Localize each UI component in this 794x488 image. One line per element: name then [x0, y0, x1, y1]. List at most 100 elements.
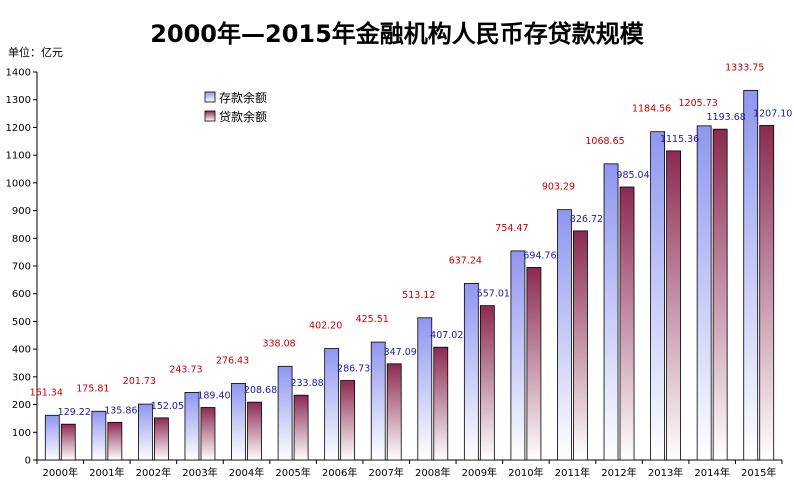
loan-bar — [479, 305, 495, 461]
loan-bar — [712, 128, 728, 461]
loan-bar — [386, 363, 402, 461]
loan-bar — [200, 407, 216, 461]
y-tick-label: 700 — [12, 262, 31, 273]
loan-data-label: 1207.10 — [753, 108, 792, 119]
deposit-data-label: 1205.73 — [679, 98, 718, 109]
deposit-data-label: 1184.56 — [632, 104, 671, 115]
loan-data-label: 694.76 — [523, 250, 556, 261]
loan-data-label: 347.09 — [384, 347, 417, 358]
deposit-data-label: 513.12 — [402, 290, 435, 301]
x-tick-label: 2009年 — [462, 466, 497, 479]
x-tick-label: 2011年 — [555, 466, 590, 479]
deposit-bar — [603, 163, 619, 461]
loan-bar — [340, 380, 356, 461]
deposit-bar — [91, 410, 107, 461]
x-tick-label: 2004年 — [229, 466, 264, 479]
loan-data-label: 233.88 — [290, 378, 323, 389]
deposit-data-label: 637.24 — [449, 255, 482, 266]
y-tick-label: 1000 — [6, 178, 31, 189]
loan-data-label: 557.01 — [477, 289, 510, 300]
deposit-bar — [277, 365, 293, 461]
deposit-data-label: 1068.65 — [585, 136, 624, 147]
loan-bar — [666, 150, 681, 461]
x-tick-label: 2001年 — [89, 466, 124, 479]
loan-data-label: 1193.68 — [707, 112, 746, 123]
x-tick-label: 2007年 — [368, 466, 403, 479]
y-tick-label: 200 — [12, 400, 31, 411]
loan-bar — [60, 423, 76, 461]
x-tick-label: 2002年 — [136, 466, 171, 479]
y-tick-label: 1200 — [6, 123, 31, 134]
deposit-bar — [650, 131, 665, 461]
y-tick-label: 400 — [12, 345, 31, 356]
loan-data-label: 189.40 — [197, 391, 230, 402]
y-tick-label: 800 — [12, 234, 31, 245]
loan-data-label: 129.22 — [58, 407, 91, 418]
loan-data-label: 135.86 — [104, 405, 137, 416]
deposit-data-label: 1333.75 — [725, 62, 764, 73]
loan-bar — [526, 267, 542, 461]
loan-bar — [619, 186, 635, 461]
x-tick-label: 2003年 — [182, 466, 217, 479]
chart-title: 2000年—2015年金融机构人民币存贷款规模 — [150, 20, 644, 48]
y-tick-label: 0 — [25, 456, 31, 467]
loan-bar — [573, 230, 588, 461]
loan-data-label: 208.68 — [244, 385, 277, 396]
loan-data-label: 286.73 — [337, 364, 370, 375]
deposit-bar — [370, 341, 386, 461]
x-tick-label: 2012年 — [601, 466, 636, 479]
deposit-bar — [417, 317, 433, 461]
y-tick-label: 1300 — [6, 95, 31, 106]
deposit-bar — [138, 403, 153, 461]
y-tick-label: 300 — [12, 372, 31, 383]
x-tick-label: 2008年 — [415, 466, 450, 479]
loan-bar — [107, 421, 123, 461]
x-tick-label: 2000年 — [43, 466, 78, 479]
legend-label-loan: 贷款余额 — [219, 109, 267, 124]
loan-data-label: 1115.36 — [660, 134, 699, 145]
loan-bar — [247, 401, 262, 461]
deposit-data-label: 338.08 — [262, 338, 295, 349]
x-tick-label: 2005年 — [275, 466, 310, 479]
deposit-data-label: 903.29 — [542, 182, 575, 193]
deposit-data-label: 201.73 — [123, 376, 156, 387]
deposit-bar — [184, 392, 200, 461]
loan-data-label: 985.04 — [616, 170, 649, 181]
x-tick-label: 2006年 — [322, 466, 357, 479]
deposit-data-label: 425.51 — [356, 314, 389, 325]
deposit-data-label: 276.43 — [216, 355, 249, 366]
deposit-bar — [463, 282, 479, 461]
x-tick-label: 2010年 — [508, 466, 543, 479]
loan-bar — [154, 417, 169, 461]
loan-data-label: 152.05 — [151, 401, 184, 412]
deposit-bar — [231, 382, 246, 461]
deposit-data-label: 161.34 — [30, 387, 63, 398]
loan-bar — [293, 394, 309, 461]
deposit-data-label: 754.47 — [495, 223, 528, 234]
y-tick-label: 100 — [12, 428, 31, 439]
loan-bar — [433, 346, 449, 461]
deposit-bar — [557, 209, 572, 461]
legend-label-deposit: 存款余额 — [219, 90, 267, 105]
loan-bar — [759, 125, 775, 461]
y-tick-label: 1100 — [6, 151, 31, 162]
loan-data-label: 407.02 — [430, 330, 463, 341]
x-tick-label: 2014年 — [694, 466, 729, 479]
unit-label: 单位：亿元 — [8, 46, 63, 59]
deposit-data-label: 243.73 — [169, 364, 202, 375]
legend-swatch-loan — [204, 110, 216, 122]
deposit-bar — [44, 414, 60, 461]
loan-data-label: 826.72 — [570, 214, 603, 225]
x-tick-label: 2015年 — [741, 466, 776, 479]
legend-swatch-deposit — [204, 91, 216, 103]
y-tick-label: 1400 — [6, 68, 31, 79]
x-tick-label: 2013年 — [648, 466, 683, 479]
deposit-data-label: 175.81 — [76, 383, 109, 394]
y-tick-label: 900 — [12, 206, 31, 217]
y-tick-label: 600 — [12, 289, 31, 300]
deposit-bar — [510, 250, 526, 461]
deposit-bar — [743, 89, 759, 461]
deposit-bar — [696, 125, 712, 461]
